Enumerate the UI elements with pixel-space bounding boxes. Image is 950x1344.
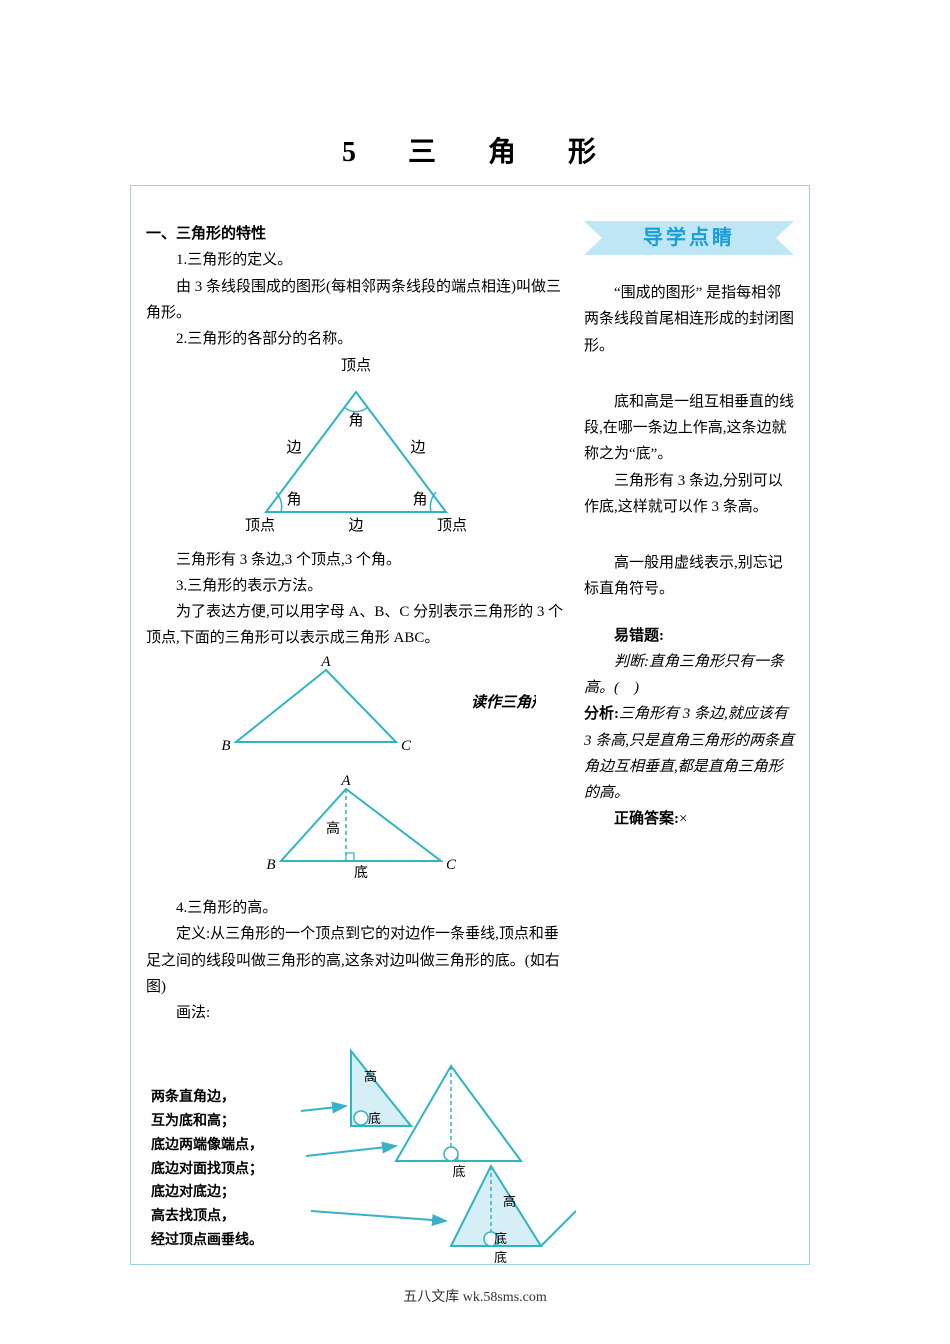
fig3-A: A bbox=[340, 773, 351, 789]
fig3-B: B bbox=[266, 857, 275, 873]
fig1-br-vertex: 顶点 bbox=[437, 517, 467, 534]
fig3-di: 底 bbox=[354, 865, 368, 881]
fig4c-di2: 底 bbox=[494, 1250, 507, 1265]
sidebar-err-heading: 易错题: bbox=[584, 623, 794, 649]
fig3-C: C bbox=[446, 857, 457, 873]
figure-triangle-height: A B C 高 底 bbox=[146, 771, 566, 895]
s4-title: 4.三角形的高。 bbox=[146, 895, 566, 921]
fig2-caption: 读作三角形ABC bbox=[471, 694, 536, 711]
sidebar-err-answer: 正确答案:× bbox=[584, 806, 794, 832]
fig4a-di: 底 bbox=[368, 1111, 381, 1126]
sidebar-note-1: “围成的图形” 是指每相邻两条线段首尾相连形成的封闭图形。 bbox=[584, 280, 794, 359]
fig2-A: A bbox=[320, 654, 331, 670]
sidebar-err-question: 判断:直角三角形只有一条高。( ) bbox=[584, 649, 794, 702]
page-title: 5 三 角 形 bbox=[0, 0, 950, 170]
fig1-bottom-side: 边 bbox=[348, 517, 363, 534]
fig4a-gao: 高 bbox=[364, 1069, 377, 1084]
s4-method: 画法: bbox=[146, 1000, 566, 1026]
s2-after: 三角形有 3 条边,3 个顶点,3 个角。 bbox=[146, 547, 566, 573]
fig1-angle-br: 角 bbox=[412, 491, 427, 508]
fig1-side-left: 边 bbox=[286, 439, 301, 456]
fig4b-di: 底 bbox=[452, 1164, 465, 1179]
s3-body: 为了表达方便,可以用字母 A、B、C 分别表示三角形的 3 个顶点,下面的三角形… bbox=[146, 599, 566, 652]
page-footer: 五八文库 wk.58sms.com bbox=[0, 1286, 950, 1306]
s1-title: 1.三角形的定义。 bbox=[146, 247, 566, 273]
fig1-angle-bl: 角 bbox=[286, 491, 301, 508]
fig4c-di1: 底 bbox=[494, 1231, 507, 1246]
sidebar-note-2a: 底和高是一组互相垂直的线段,在哪一条边上作高,这条边就称之为“底”。 bbox=[584, 389, 794, 468]
main-column: 一、三角形的特性 1.三角形的定义。 由 3 条线段围成的图形(每相邻两条线段的… bbox=[146, 221, 566, 1266]
sidebar-err-answer-val: × bbox=[679, 811, 687, 827]
fig1-bl-vertex: 顶点 bbox=[245, 517, 275, 534]
fig1-side-right: 边 bbox=[410, 439, 425, 456]
sidebar-note-3: 高一般用虚线表示,别忘记标直角符号。 bbox=[584, 550, 794, 603]
sidebar-err-answer-head: 正确答案: bbox=[614, 811, 679, 827]
figure-height-examples: 两条直角边， 互为底和高； 底边两端像端点， 底边对面找顶点； 底边对底边； 高… bbox=[146, 1036, 566, 1266]
sidebar-banner: 导学点睛 bbox=[584, 221, 794, 255]
sidebar-note-2b: 三角形有 3 条边,分别可以作底,这样就可以作 3 条高。 bbox=[584, 468, 794, 521]
fig2-B: B bbox=[221, 738, 230, 754]
sidebar-err-analysis-head: 分析: bbox=[584, 706, 619, 722]
fig3-gao: 高 bbox=[326, 820, 340, 837]
fig4c-gao: 高 bbox=[503, 1194, 516, 1209]
fig1-top-vertex: 顶点 bbox=[341, 357, 371, 374]
section-1-heading: 一、三角形的特性 bbox=[146, 221, 566, 247]
figure-triangle-parts: 顶点 角 边 边 角 角 顶点 顶点 边 bbox=[146, 352, 566, 546]
s1-body: 由 3 条线段围成的图形(每相邻两条线段的端点相连)叫做三角形。 bbox=[146, 274, 566, 327]
figure-triangle-abc: A B C 读作三角形ABC bbox=[146, 652, 566, 771]
s2-title: 2.三角形的各部分的名称。 bbox=[146, 326, 566, 352]
sidebar-banner-text: 导学点睛 bbox=[584, 221, 794, 255]
fig1-angle-top: 角 bbox=[348, 412, 363, 429]
content-frame: 一、三角形的特性 1.三角形的定义。 由 3 条线段围成的图形(每相邻两条线段的… bbox=[130, 185, 810, 1265]
sidebar-err-analysis: 分析:三角形有 3 条边,就应该有 3 条高,只是直角三角形的两条直角边互相垂直… bbox=[584, 701, 794, 806]
fig2-C: C bbox=[401, 738, 412, 754]
sidebar: 导学点睛 “围成的图形” 是指每相邻两条线段首尾相连形成的封闭图形。 底和高是一… bbox=[584, 221, 794, 833]
s3-title: 3.三角形的表示方法。 bbox=[146, 573, 566, 599]
s4-def: 定义:从三角形的一个顶点到它的对边作一条垂线,顶点和垂足之间的线段叫做三角形的高… bbox=[146, 921, 566, 1000]
